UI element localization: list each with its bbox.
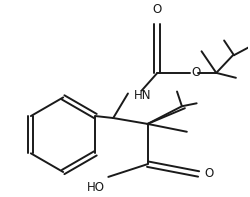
- Text: O: O: [153, 3, 162, 16]
- Text: HO: HO: [86, 181, 104, 194]
- Text: O: O: [192, 66, 201, 79]
- Text: HN: HN: [134, 89, 151, 102]
- Text: O: O: [204, 167, 214, 180]
